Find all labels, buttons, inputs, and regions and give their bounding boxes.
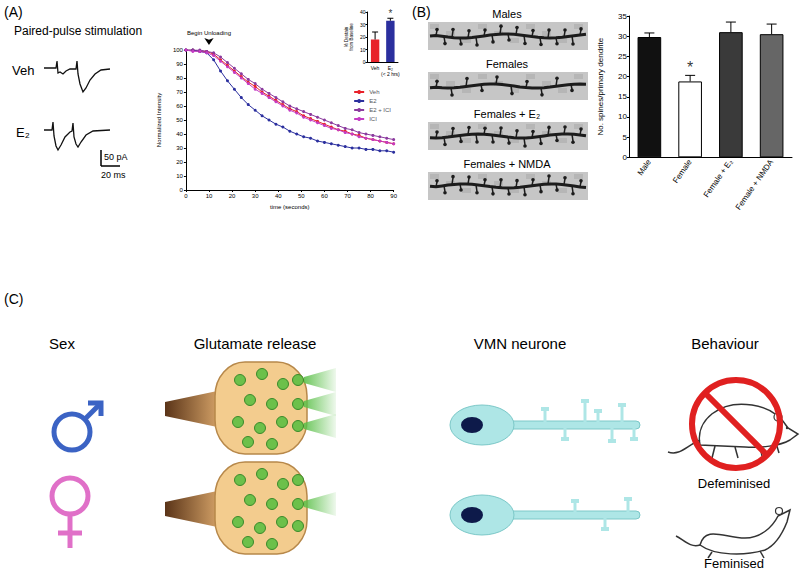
svg-text:Veh: Veh: [12, 63, 34, 78]
svg-text:Females: Females: [486, 58, 529, 70]
svg-text:0: 0: [623, 153, 628, 162]
svg-text:E2: E2: [369, 98, 377, 104]
svg-text:Veh: Veh: [371, 65, 380, 71]
svg-text:70: 70: [176, 89, 183, 95]
svg-text:Females + NMDA: Females + NMDA: [463, 158, 551, 170]
svg-text:20: 20: [229, 193, 236, 199]
svg-text:60: 60: [321, 193, 328, 199]
svg-text:Begin Unloading: Begin Unloading: [187, 30, 231, 36]
svg-text:No. spines/primary dendrite: No. spines/primary dendrite: [596, 37, 605, 135]
svg-text:E2 + ICI: E2 + ICI: [369, 107, 391, 113]
svg-text:Males: Males: [492, 8, 522, 20]
svg-text:Normalized Intensity: Normalized Intensity: [156, 93, 162, 147]
svg-text:(B): (B): [412, 4, 431, 20]
svg-text:ICI: ICI: [369, 116, 377, 122]
svg-text:30: 30: [360, 22, 366, 28]
svg-text:% Destain: % Destain: [344, 26, 349, 47]
svg-text:*: *: [388, 8, 392, 19]
svg-text:35: 35: [618, 12, 627, 21]
svg-text:Female + E₂: Female + E₂: [702, 158, 735, 199]
svg-text:50: 50: [298, 193, 305, 199]
svg-text:20: 20: [176, 159, 183, 165]
svg-text:70: 70: [344, 193, 351, 199]
svg-text:40: 40: [176, 131, 183, 137]
svg-text:80: 80: [176, 75, 183, 81]
svg-text:from Baseline: from Baseline: [349, 23, 354, 51]
svg-text:Defeminised: Defeminised: [698, 476, 770, 491]
svg-text:Females + E₂: Females + E₂: [474, 108, 540, 120]
svg-text:0: 0: [180, 187, 184, 193]
svg-text:E₂: E₂: [387, 65, 393, 71]
svg-text:25: 25: [618, 52, 627, 61]
svg-text:100: 100: [173, 47, 184, 53]
svg-text:Feminised: Feminised: [704, 556, 764, 571]
svg-text:30: 30: [618, 32, 627, 41]
svg-text:Paired-pulse stimulation: Paired-pulse stimulation: [14, 24, 142, 38]
svg-text:30: 30: [252, 193, 259, 199]
svg-text:50: 50: [176, 117, 183, 123]
svg-text:Behaviour: Behaviour: [691, 335, 759, 352]
svg-text:Veh: Veh: [369, 89, 379, 95]
svg-text:20 ms: 20 ms: [101, 170, 126, 180]
svg-text:90: 90: [176, 61, 183, 67]
svg-text:20: 20: [360, 34, 366, 40]
svg-text:10: 10: [206, 193, 213, 199]
svg-text:time (seconds): time (seconds): [270, 204, 309, 210]
svg-text:(C): (C): [4, 291, 23, 307]
svg-text:60: 60: [176, 103, 183, 109]
svg-text:90: 90: [390, 193, 397, 199]
svg-text:40: 40: [360, 9, 366, 15]
svg-text:15: 15: [618, 92, 627, 101]
svg-text:E₂: E₂: [16, 125, 30, 140]
svg-text:40: 40: [275, 193, 282, 199]
svg-text:0: 0: [184, 193, 188, 199]
svg-text:80: 80: [367, 193, 374, 199]
svg-text:*: *: [687, 59, 693, 76]
svg-text:50 pA: 50 pA: [104, 152, 128, 162]
svg-text:5: 5: [623, 133, 628, 142]
svg-text:10: 10: [360, 47, 366, 53]
svg-text:0: 0: [363, 59, 366, 65]
svg-text:Male: Male: [636, 157, 654, 177]
svg-text:VMN neurone: VMN neurone: [474, 335, 567, 352]
svg-text:10: 10: [176, 173, 183, 179]
svg-text:Glutamate release: Glutamate release: [194, 335, 317, 352]
svg-text:Female + NMDA: Female + NMDA: [734, 157, 776, 211]
svg-text:30: 30: [176, 145, 183, 151]
svg-text:20: 20: [618, 72, 627, 81]
svg-text:(A): (A): [4, 4, 23, 20]
svg-text:Female: Female: [671, 157, 694, 184]
svg-text:10: 10: [618, 112, 627, 121]
svg-text:(< 2 hrs): (< 2 hrs): [381, 71, 400, 77]
svg-text:Sex: Sex: [49, 335, 75, 352]
